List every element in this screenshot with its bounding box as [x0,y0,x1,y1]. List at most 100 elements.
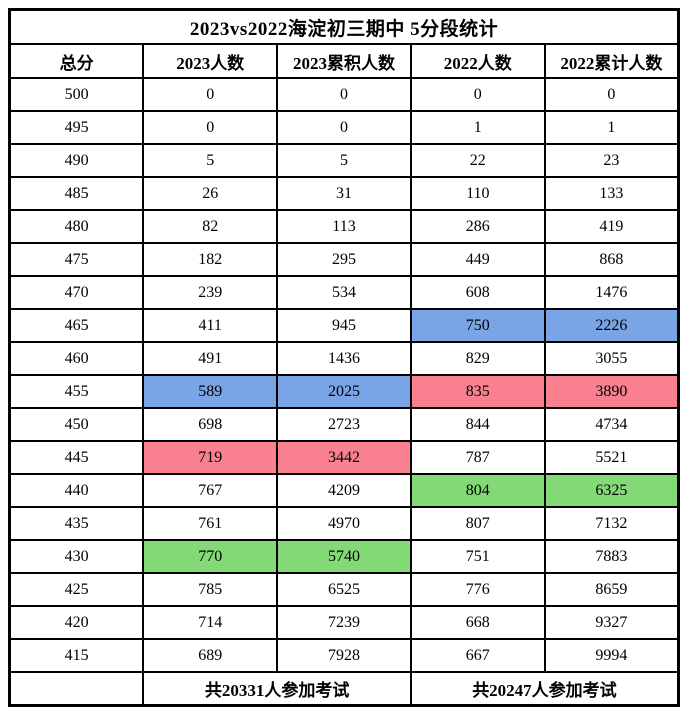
table-row: 445 719 3442 787 5521 [8,440,680,475]
table-row: 460 491 1436 829 3055 [8,341,680,376]
value-cell: 761 [142,506,279,541]
value-cell: 7928 [276,638,412,673]
table-row: 480 82 113 286 419 [8,209,680,244]
score-cell: 455 [8,374,145,409]
value-cell: 295 [276,242,412,277]
value-cell: 0 [543,77,680,112]
value-cell: 5740 [276,539,412,574]
table-header-row: 总分 2023人数 2023累积人数 2022人数 2022累计人数 [8,43,680,79]
value-cell: 0 [142,77,279,112]
score-cell: 420 [8,605,145,640]
value-cell: 844 [409,407,546,442]
value-cell: 449 [409,242,546,277]
value-cell: 8659 [543,572,680,607]
value-cell: 750 [409,308,546,343]
value-cell: 0 [276,110,412,145]
table-row: 470 239 534 608 1476 [8,275,680,310]
table-body: 500 0 0 0 0 495 0 0 1 1 490 5 5 22 23 485 26 31 110 133 480 8… [8,77,680,673]
table-row: 485 26 31 110 133 [8,176,680,211]
column-header-2: 2023累积人数 [276,43,412,79]
table-row: 415 689 7928 667 9994 [8,638,680,673]
value-cell: 589 [142,374,279,409]
value-cell: 286 [409,209,546,244]
value-cell: 7132 [543,506,680,541]
score-cell: 430 [8,539,145,574]
score-cell: 450 [8,407,145,442]
table-row: 500 0 0 0 0 [8,77,680,112]
footer-2022-total: 共20247人参加考试 [409,671,680,707]
score-cell: 440 [8,473,145,508]
value-cell: 5 [142,143,279,178]
value-cell: 689 [142,638,279,673]
value-cell: 9327 [543,605,680,640]
value-cell: 3442 [276,440,412,475]
score-cell: 435 [8,506,145,541]
column-header-1: 2023人数 [142,43,279,79]
score-cell: 500 [8,77,145,112]
value-cell: 767 [142,473,279,508]
score-cell: 425 [8,572,145,607]
value-cell: 419 [543,209,680,244]
score-cell: 475 [8,242,145,277]
value-cell: 4970 [276,506,412,541]
footer-2023-total: 共20331人参加考试 [142,671,412,707]
score-cell: 445 [8,440,145,475]
table-row: 420 714 7239 668 9327 [8,605,680,640]
column-header-0: 总分 [8,43,145,79]
value-cell: 2226 [543,308,680,343]
value-cell: 835 [409,374,546,409]
table-row: 440 767 4209 804 6325 [8,473,680,508]
value-cell: 1476 [543,275,680,310]
value-cell: 668 [409,605,546,640]
value-cell: 534 [276,275,412,310]
table-row: 450 698 2723 844 4734 [8,407,680,442]
value-cell: 2025 [276,374,412,409]
value-cell: 2723 [276,407,412,442]
footer-empty-cell [8,671,145,707]
value-cell: 6525 [276,572,412,607]
table-row: 465 411 945 750 2226 [8,308,680,343]
table-row: 495 0 0 1 1 [8,110,680,145]
score-cell: 495 [8,110,145,145]
value-cell: 776 [409,572,546,607]
value-cell: 113 [276,209,412,244]
value-cell: 751 [409,539,546,574]
value-cell: 787 [409,440,546,475]
value-cell: 804 [409,473,546,508]
value-cell: 698 [142,407,279,442]
value-cell: 667 [409,638,546,673]
value-cell: 1436 [276,341,412,376]
value-cell: 110 [409,176,546,211]
value-cell: 182 [142,242,279,277]
value-cell: 608 [409,275,546,310]
value-cell: 1 [409,110,546,145]
table-row: 455 589 2025 835 3890 [8,374,680,409]
value-cell: 770 [142,539,279,574]
value-cell: 82 [142,209,279,244]
score-cell: 465 [8,308,145,343]
score-distribution-table: 2023vs2022海淀初三期中 5分段统计 总分 2023人数 2023累积人数 2… [8,8,680,707]
value-cell: 719 [142,440,279,475]
value-cell: 6325 [543,473,680,508]
table-footer-row: 共20331人参加考试 共20247人参加考试 [8,671,680,707]
value-cell: 868 [543,242,680,277]
value-cell: 22 [409,143,546,178]
score-cell: 415 [8,638,145,673]
score-cell: 460 [8,341,145,376]
score-cell: 480 [8,209,145,244]
value-cell: 1 [543,110,680,145]
table-title-row: 2023vs2022海淀初三期中 5分段统计 [8,8,680,45]
value-cell: 31 [276,176,412,211]
value-cell: 5521 [543,440,680,475]
column-header-4: 2022累计人数 [543,43,680,79]
table-title: 2023vs2022海淀初三期中 5分段统计 [8,8,680,45]
value-cell: 3055 [543,341,680,376]
value-cell: 239 [142,275,279,310]
value-cell: 491 [142,341,279,376]
value-cell: 0 [409,77,546,112]
value-cell: 0 [276,77,412,112]
value-cell: 9994 [543,638,680,673]
value-cell: 411 [142,308,279,343]
value-cell: 133 [543,176,680,211]
